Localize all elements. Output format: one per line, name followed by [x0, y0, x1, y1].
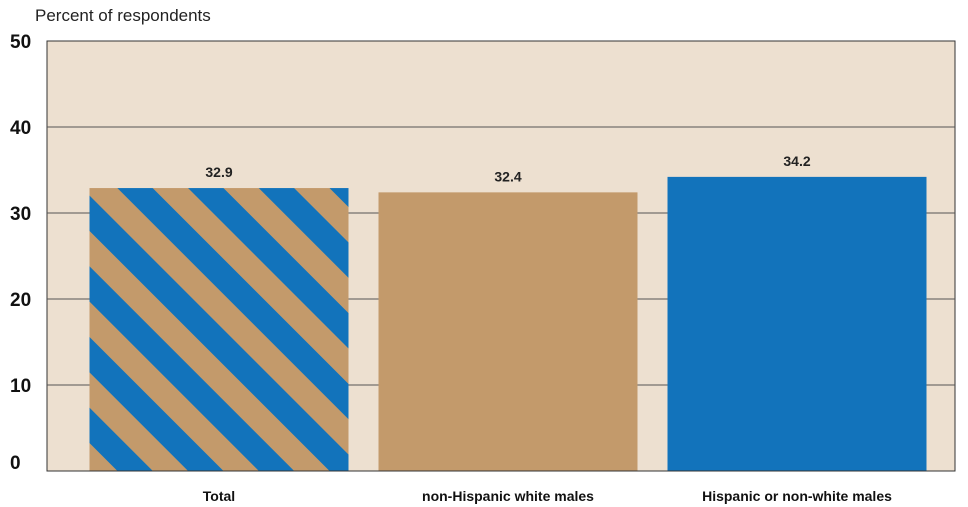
y-tick-label: 20 — [10, 290, 31, 311]
y-tick-label: 40 — [10, 118, 31, 139]
bars — [89, 176, 927, 472]
data-label: 32.9 — [205, 164, 232, 180]
x-tick-label: non-Hispanic white males — [422, 488, 594, 504]
x-axis: Total non-Hispanic white males Hispanic or… — [203, 488, 892, 504]
y-tick-label: 30 — [10, 204, 31, 225]
data-labels: 32.9 32.4 34.2 — [205, 153, 810, 184]
x-tick-label: Hispanic or non-white males — [702, 488, 892, 504]
bar — [378, 192, 638, 472]
bar — [89, 188, 349, 471]
data-label: 32.4 — [494, 168, 521, 184]
chart-title: Percent of respondents — [35, 6, 211, 25]
data-label: 34.2 — [783, 153, 810, 169]
y-axis: 0 10 20 30 40 50 — [10, 32, 31, 474]
bar — [667, 176, 927, 471]
y-tick-label: 50 — [10, 32, 31, 53]
x-tick-label: Total — [203, 488, 235, 504]
y-tick-label: 0 — [10, 453, 21, 474]
y-tick-label: 10 — [10, 376, 31, 397]
